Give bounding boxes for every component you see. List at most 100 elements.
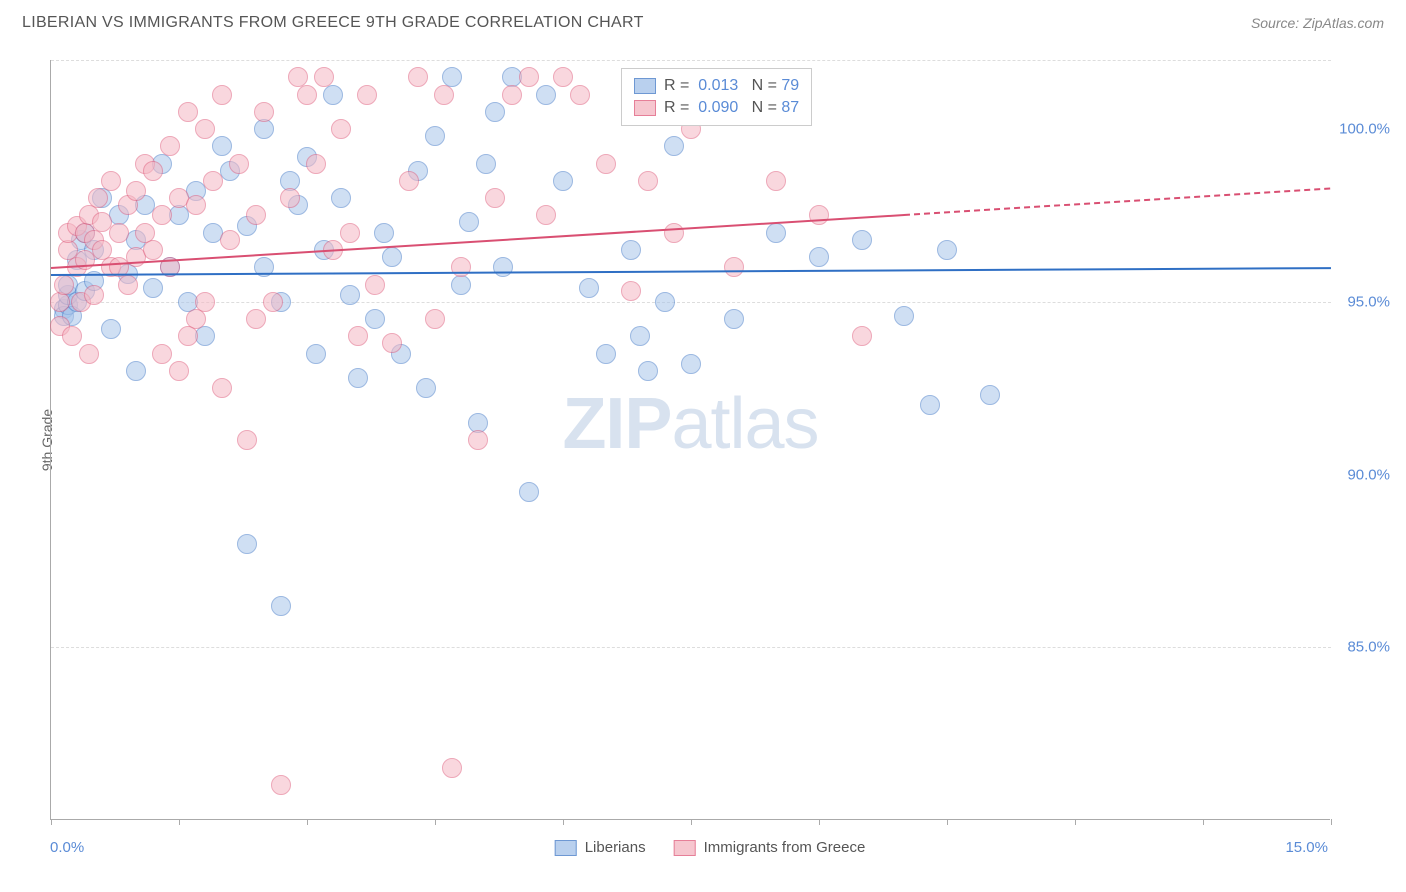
scatter-point — [553, 67, 573, 87]
scatter-point — [331, 119, 351, 139]
scatter-point — [852, 326, 872, 346]
y-tick-label: 85.0% — [1335, 639, 1390, 656]
scatter-point — [980, 385, 1000, 405]
scatter-point — [664, 223, 684, 243]
x-tick — [307, 819, 308, 825]
scatter-point — [451, 257, 471, 277]
x-tick — [51, 819, 52, 825]
scatter-point — [382, 247, 402, 267]
scatter-point — [894, 306, 914, 326]
gridline — [51, 647, 1331, 648]
scatter-point — [553, 171, 573, 191]
scatter-point — [809, 205, 829, 225]
scatter-point — [263, 292, 283, 312]
legend-swatch — [674, 840, 696, 856]
legend-label: Immigrants from Greece — [704, 839, 866, 856]
x-tick — [179, 819, 180, 825]
scatter-point — [621, 240, 641, 260]
gridline — [51, 302, 1331, 303]
scatter-point — [169, 361, 189, 381]
scatter-point — [655, 292, 675, 312]
scatter-point — [143, 161, 163, 181]
scatter-point — [237, 534, 257, 554]
chart-container: 9th Grade ZIPatlas 85.0%90.0%95.0%100.0%… — [50, 60, 1370, 820]
scatter-point — [212, 378, 232, 398]
scatter-point — [374, 223, 394, 243]
scatter-point — [62, 326, 82, 346]
x-tick — [435, 819, 436, 825]
scatter-point — [271, 596, 291, 616]
y-tick-label: 100.0% — [1335, 121, 1390, 138]
scatter-point — [323, 85, 343, 105]
scatter-point — [340, 223, 360, 243]
scatter-point — [519, 482, 539, 502]
scatter-point — [579, 278, 599, 298]
scatter-point — [382, 333, 402, 353]
legend-text: R = 0.013 N = 79 — [664, 77, 799, 95]
gridline — [51, 60, 1331, 61]
scatter-point — [425, 126, 445, 146]
legend-item: Liberians — [555, 839, 646, 856]
scatter-point — [314, 67, 334, 87]
scatter-point — [459, 212, 479, 232]
scatter-point — [178, 102, 198, 122]
legend-text: R = 0.090 N = 87 — [664, 99, 799, 117]
x-tick — [563, 819, 564, 825]
scatter-point — [809, 247, 829, 267]
scatter-point — [536, 85, 556, 105]
scatter-point — [297, 85, 317, 105]
x-tick — [1331, 819, 1332, 825]
scatter-point — [126, 361, 146, 381]
scatter-point — [348, 326, 368, 346]
scatter-point — [920, 395, 940, 415]
x-tick — [1203, 819, 1204, 825]
scatter-point — [621, 281, 641, 301]
legend-swatch — [555, 840, 577, 856]
scatter-point — [724, 309, 744, 329]
scatter-point — [143, 278, 163, 298]
x-tick — [947, 819, 948, 825]
scatter-point — [630, 326, 650, 346]
scatter-point — [195, 119, 215, 139]
scatter-point — [246, 205, 266, 225]
scatter-point — [596, 154, 616, 174]
scatter-point — [937, 240, 957, 260]
correlation-legend: R = 0.013 N = 79 R = 0.090 N = 87 — [621, 68, 812, 126]
y-tick-label: 90.0% — [1335, 466, 1390, 483]
scatter-point — [357, 85, 377, 105]
scatter-point — [638, 171, 658, 191]
scatter-point — [468, 430, 488, 450]
scatter-point — [664, 136, 684, 156]
scatter-point — [237, 430, 257, 450]
legend-swatch — [634, 100, 656, 116]
scatter-point — [638, 361, 658, 381]
scatter-point — [229, 154, 249, 174]
scatter-point — [160, 136, 180, 156]
x-axis-min-label: 0.0% — [50, 839, 84, 856]
scatter-point — [178, 326, 198, 346]
scatter-point — [408, 67, 428, 87]
x-tick — [1075, 819, 1076, 825]
scatter-point — [425, 309, 445, 329]
scatter-point — [493, 257, 513, 277]
scatter-point — [101, 171, 121, 191]
scatter-point — [143, 240, 163, 260]
scatter-point — [451, 275, 471, 295]
scatter-point — [365, 309, 385, 329]
watermark: ZIPatlas — [562, 383, 818, 465]
plot-area: ZIPatlas 85.0%90.0%95.0%100.0%R = 0.013 … — [50, 60, 1330, 820]
scatter-point — [152, 205, 172, 225]
scatter-point — [246, 309, 266, 329]
scatter-point — [399, 171, 419, 191]
x-axis-max-label: 15.0% — [1285, 839, 1328, 856]
legend-label: Liberians — [585, 839, 646, 856]
trend-line-dashed — [904, 188, 1331, 216]
scatter-point — [212, 85, 232, 105]
scatter-point — [220, 230, 240, 250]
scatter-point — [340, 285, 360, 305]
scatter-point — [152, 344, 172, 364]
scatter-point — [203, 171, 223, 191]
bottom-legend: Liberians Immigrants from Greece — [555, 839, 866, 856]
scatter-point — [118, 275, 138, 295]
scatter-point — [280, 188, 300, 208]
